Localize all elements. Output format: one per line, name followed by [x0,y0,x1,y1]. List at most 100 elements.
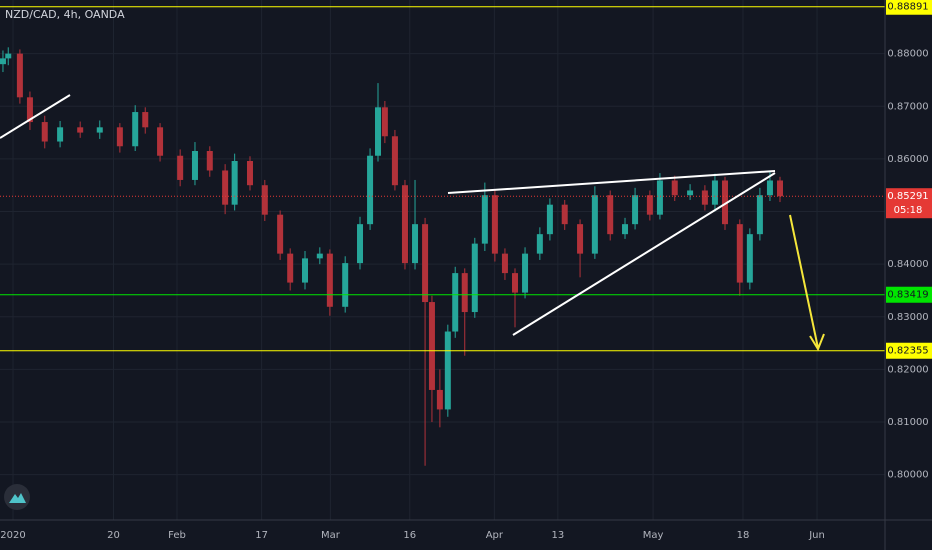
y-tick-label: 0.88000 [887,49,928,60]
x-tick-label: 16 [403,530,416,541]
candle-body [401,185,408,264]
price-label: 0.83419 [887,290,928,301]
candle-body [746,234,753,283]
y-tick-label: 0.87000 [887,101,928,112]
candle-body [622,224,629,235]
candle-body [374,107,381,156]
candle-body [57,127,64,142]
candle-body [577,224,584,254]
candle-body [646,195,653,215]
y-tick-label: 0.81000 [887,417,928,428]
plot [0,6,885,466]
candle-body [231,161,238,205]
candle-body [436,389,443,410]
candle-body [756,195,763,235]
candle-body [701,190,708,205]
y-tick-label: 0.83000 [887,312,928,323]
candle-body [132,112,139,147]
x-tick-label: Jun [808,530,825,541]
candle-body [277,214,284,254]
logo-mark [9,493,26,503]
x-tick-label: Mar [321,530,341,541]
candle-body [26,97,33,123]
candle-body [177,155,184,180]
candle-body [511,273,518,293]
arrow [789,214,819,349]
trend-line [0,94,71,139]
candle-body [0,58,6,65]
candle-body [381,107,388,137]
candle-body [591,195,598,254]
candle-body [206,151,213,171]
y-tick-label: 0.80000 [887,470,928,481]
x-tick-label: 13 [551,530,564,541]
candle-body [326,253,333,307]
candle-body [471,243,478,313]
candle-body [191,151,198,180]
candle-body [391,136,398,186]
candle-body [632,195,639,225]
candle-body [536,234,543,254]
last-price-label: 0.85291 [887,191,928,202]
candle-body [367,155,374,225]
x-tick-label: 20 [107,530,120,541]
x-tick-label: Apr [486,530,504,541]
candle-body [656,180,663,215]
candle-body [522,253,529,293]
candle-body [246,161,253,186]
candle-body [444,331,451,410]
candle-body [607,195,614,235]
candle-body [687,190,694,196]
x-tick-label: Feb [168,530,186,541]
candle-body [342,263,349,307]
trend-line [512,172,776,336]
chart-title: NZD/CAD, 4h, OANDA [5,8,125,21]
candle-body [766,180,773,196]
candle-body [5,53,12,59]
candle-body [671,180,678,196]
candle-body [452,273,459,332]
candle-body [316,253,323,259]
grid [0,0,885,520]
candle-body [261,185,268,215]
x-tick-label: 18 [737,530,750,541]
candle-body [711,180,718,205]
y-tick-label: 0.84000 [887,259,928,270]
candle-body [357,224,364,264]
candle-body [461,273,468,313]
candle-body [142,112,149,128]
arrow-head [809,333,825,352]
candle-body [501,253,508,274]
y-tick-label: 0.86000 [887,154,928,165]
candle-body [222,170,229,205]
candle-body [412,224,419,264]
candle-body [777,180,784,197]
drawings [0,94,825,352]
x-tick-label: 17 [255,530,268,541]
candle-body [428,302,435,390]
candle-body [116,127,123,147]
candle-body [491,195,498,254]
candle-body [301,258,308,283]
candle-body [96,127,103,133]
candle-body [41,122,48,142]
candle-body [287,253,294,283]
price-label: 0.88891 [887,2,928,13]
candle-body [77,127,84,133]
candle-body [16,53,23,98]
price-label-box [886,0,932,15]
trend-line [447,170,776,194]
last-price-box [886,188,932,219]
candle-body [546,204,553,235]
candle-body [422,224,429,303]
price-label-box [886,342,932,359]
price-label: 0.82355 [887,346,928,357]
x-tick-label: May [643,530,664,541]
x-tick-label: 2020 [0,530,25,541]
candle-body [721,180,728,225]
logo [4,484,30,510]
candle-body [736,224,743,283]
candle-body [561,204,568,225]
